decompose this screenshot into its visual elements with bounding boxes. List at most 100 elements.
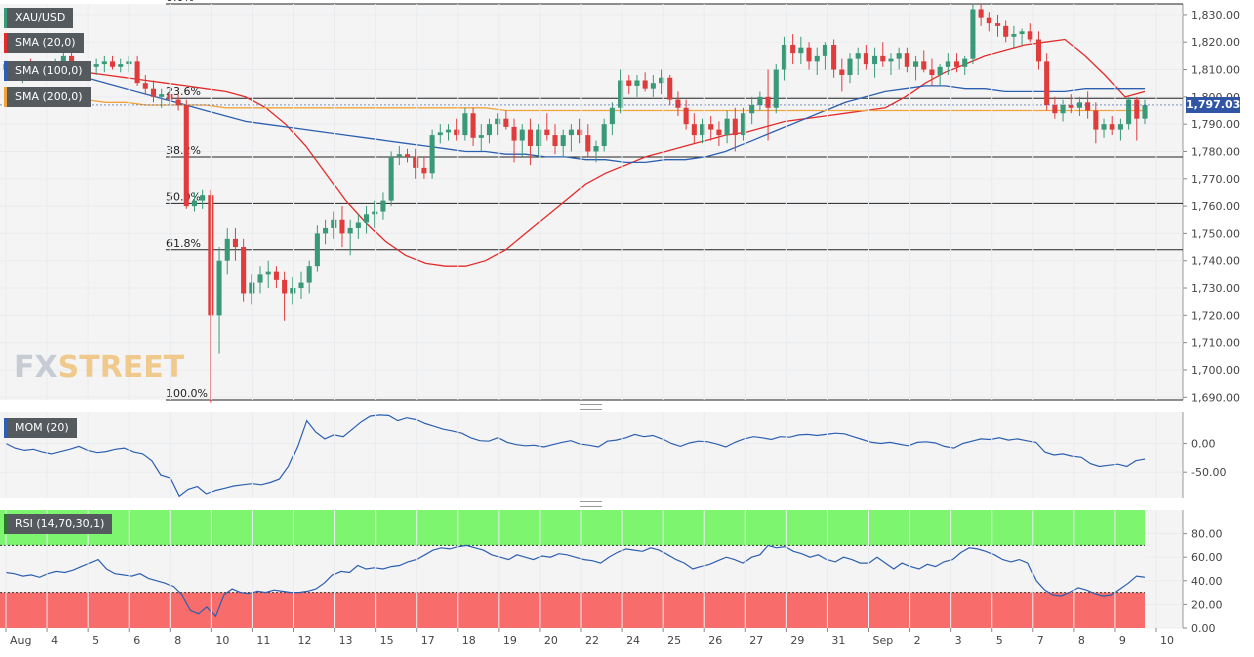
price-tick-label: 1,760.00 (1191, 200, 1240, 213)
candle-body (675, 99, 681, 108)
symbol-label[interactable]: XAU/USD (4, 8, 74, 28)
candle-body (798, 47, 804, 54)
candle-body (814, 55, 820, 62)
candle-body (896, 53, 902, 59)
rsi-overbought-zone (0, 510, 1145, 546)
rsi-tick-label: 0.00 (1191, 622, 1216, 635)
candle-body (839, 69, 845, 76)
fib-label: 38.2% (166, 144, 201, 157)
price-tick-label: 1,720.00 (1191, 309, 1240, 322)
candle-body (1027, 31, 1033, 40)
x-tick-label: Sep (873, 634, 894, 647)
mom-legend[interactable]: MOM (20) (4, 418, 77, 438)
x-tick-label: 19 (503, 634, 517, 647)
candle-body (708, 124, 714, 130)
candle-body (921, 61, 927, 70)
candle-body (618, 80, 624, 108)
candle-body (183, 105, 189, 207)
price-tick-label: 1,690.00 (1191, 391, 1240, 404)
candle-body (109, 61, 116, 67)
candle-body (224, 238, 230, 261)
candle-body (978, 9, 984, 18)
fib-label: 61.8% (166, 237, 201, 250)
price-tick-label: 1,700.00 (1191, 364, 1240, 377)
candle-body (60, 55, 66, 65)
candle-body (421, 167, 427, 174)
panel-resize-handle-1[interactable] (580, 404, 602, 410)
candle-body (257, 274, 263, 283)
rsi-tick-label: 40.00 (1191, 575, 1223, 588)
x-tick-label: 10 (1160, 634, 1174, 647)
candle-body (191, 200, 198, 207)
momentum-background (0, 412, 1183, 498)
candle-body (609, 107, 615, 125)
sma-line-2 (5, 63, 1145, 164)
sma200-legend[interactable]: SMA (200,0) (4, 87, 91, 107)
candle-body (724, 118, 730, 136)
price-tick-label: 1,770.00 (1191, 173, 1240, 186)
candle-body (962, 58, 968, 67)
candle-body (216, 260, 222, 316)
rsi-tick-label: 20.00 (1191, 598, 1223, 611)
candle-body (355, 222, 361, 228)
candle-body (323, 227, 329, 234)
sma-line-3 (5, 93, 1145, 112)
candle-body (175, 99, 181, 106)
rsi-legend[interactable]: RSI (14,70,30,1) (4, 514, 113, 534)
candle-body (577, 129, 583, 136)
candle-body (634, 80, 640, 86)
candle-body (208, 195, 214, 316)
candle-body (847, 58, 853, 76)
candle-body (716, 129, 722, 136)
sma20-legend[interactable]: SMA (20,0) (4, 33, 84, 53)
candle-body (806, 47, 812, 62)
candle-body (511, 126, 517, 141)
candle-body (1060, 105, 1066, 114)
candle-body (1126, 99, 1132, 125)
rsi-panel: 0.00 20.00 40.00 60.00 80.00 (0, 510, 1223, 635)
candle-body (388, 156, 394, 201)
price-tick-label: 1,730.00 (1191, 282, 1240, 295)
candle-body (765, 96, 771, 108)
candle-body (347, 227, 353, 234)
candle-body (470, 113, 476, 138)
candle-body (601, 124, 607, 147)
candle-body (249, 282, 255, 294)
candle-body (1052, 105, 1058, 114)
candle-body (159, 94, 165, 97)
candle-body (945, 61, 951, 67)
candle-body (1101, 124, 1107, 130)
candle-body (134, 61, 140, 84)
candle-body (93, 64, 99, 67)
price-panel: 1,690.00 1,700.00 1,710.00 1,720.00 1,730.00… (0, 0, 1240, 404)
candle-body (888, 58, 894, 62)
momentum-panel: 0.00 -50.00 (0, 412, 1226, 498)
rsi-line (5, 544, 1146, 618)
x-tick-label: 12 (298, 634, 312, 647)
fib-label: 50.0% (166, 190, 201, 203)
candle-body (1035, 39, 1042, 62)
candle-body (331, 219, 337, 228)
candle-body (863, 53, 869, 65)
candle-body (986, 17, 992, 24)
x-tick-label: 9 (1119, 634, 1126, 647)
candle-body (314, 233, 320, 267)
candle-body (118, 64, 124, 67)
candle-body (462, 113, 468, 136)
candle-body (740, 113, 747, 136)
panel-resize-handle-2[interactable] (580, 501, 602, 507)
mom-tick-label: -50.00 (1191, 466, 1226, 479)
last-price-tag: 1,797.03 (1186, 96, 1241, 113)
candle-body (1117, 124, 1123, 130)
candle-body (298, 282, 304, 289)
price-tick-label: 1,810.00 (1191, 64, 1240, 77)
candle-body (339, 219, 345, 234)
candle-body (150, 88, 157, 97)
candle-body (880, 55, 886, 62)
sma100-legend[interactable]: SMA (100,0) (4, 61, 91, 81)
fib-label: 23.6% (166, 85, 201, 98)
candle-body (142, 83, 148, 89)
fxstreet-logo: FXSTREET (14, 350, 185, 385)
candle-body (1093, 110, 1099, 130)
